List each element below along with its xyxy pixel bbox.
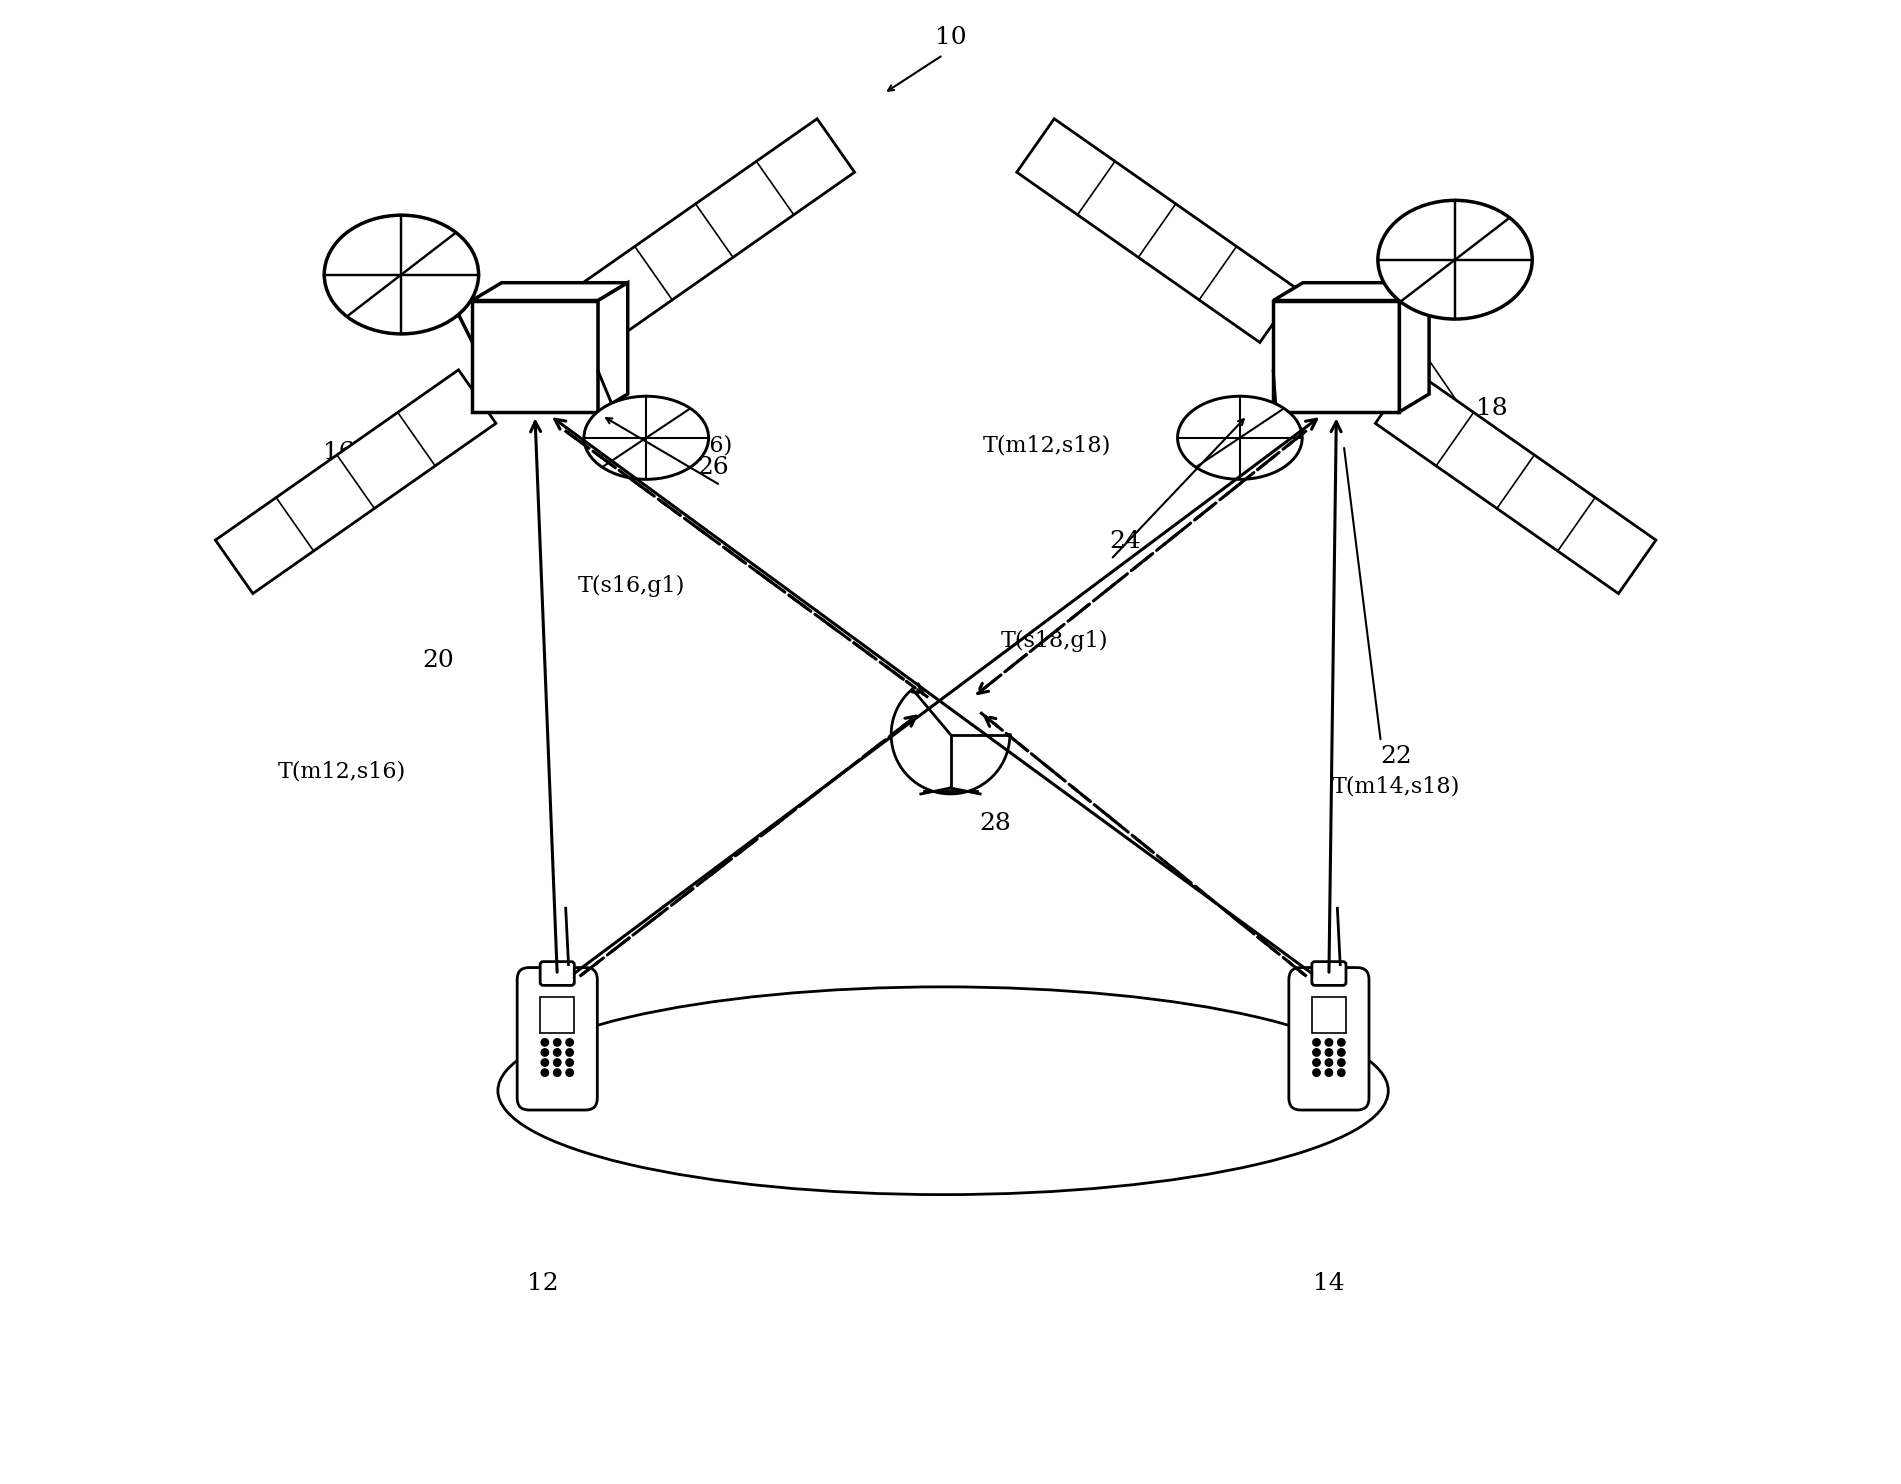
Circle shape — [553, 1039, 561, 1046]
FancyBboxPatch shape — [1312, 997, 1346, 1033]
Polygon shape — [1274, 301, 1399, 413]
Polygon shape — [599, 283, 627, 413]
Circle shape — [1325, 1039, 1333, 1046]
Polygon shape — [1274, 283, 1430, 301]
Text: T(m14,s16): T(m14,s16) — [605, 435, 732, 456]
FancyBboxPatch shape — [540, 962, 574, 985]
Circle shape — [1338, 1039, 1346, 1046]
Circle shape — [566, 1039, 574, 1046]
Ellipse shape — [1378, 200, 1532, 319]
Text: T(m12,s16): T(m12,s16) — [278, 761, 407, 782]
Text: 16: 16 — [323, 441, 355, 464]
Circle shape — [566, 1049, 574, 1057]
Text: 24: 24 — [1110, 530, 1141, 554]
Circle shape — [1314, 1060, 1319, 1066]
Text: 10: 10 — [935, 25, 966, 49]
Circle shape — [566, 1068, 574, 1076]
Circle shape — [566, 1060, 574, 1066]
Text: 22: 22 — [1380, 745, 1412, 769]
FancyBboxPatch shape — [1289, 968, 1369, 1110]
Circle shape — [1325, 1049, 1333, 1057]
Ellipse shape — [584, 396, 709, 479]
Text: 20: 20 — [422, 649, 454, 672]
Circle shape — [542, 1039, 549, 1046]
Text: 26: 26 — [698, 456, 728, 479]
Circle shape — [553, 1060, 561, 1066]
Text: T(s16,g1): T(s16,g1) — [578, 576, 684, 597]
Polygon shape — [1017, 119, 1296, 343]
Polygon shape — [215, 370, 496, 594]
Ellipse shape — [1177, 396, 1302, 479]
Text: T(s18,g1): T(s18,g1) — [1000, 631, 1108, 651]
Text: 12: 12 — [527, 1272, 559, 1296]
Text: 28: 28 — [979, 812, 1011, 835]
Circle shape — [1338, 1049, 1346, 1057]
Polygon shape — [471, 301, 599, 413]
Polygon shape — [892, 689, 1009, 794]
Circle shape — [542, 1060, 549, 1066]
FancyBboxPatch shape — [540, 997, 574, 1033]
Circle shape — [1338, 1060, 1346, 1066]
Text: 14: 14 — [1314, 1272, 1344, 1296]
Polygon shape — [471, 283, 627, 301]
Polygon shape — [574, 119, 855, 343]
Circle shape — [1314, 1039, 1319, 1046]
Text: 18: 18 — [1477, 396, 1507, 420]
Circle shape — [542, 1068, 549, 1076]
Circle shape — [553, 1049, 561, 1057]
Circle shape — [553, 1068, 561, 1076]
Circle shape — [1314, 1049, 1319, 1057]
Text: T(m12,s18): T(m12,s18) — [983, 435, 1112, 456]
FancyBboxPatch shape — [1312, 962, 1346, 985]
Circle shape — [1338, 1068, 1346, 1076]
Polygon shape — [1374, 370, 1656, 594]
FancyBboxPatch shape — [517, 968, 597, 1110]
Circle shape — [1325, 1060, 1333, 1066]
Circle shape — [542, 1049, 549, 1057]
Ellipse shape — [325, 215, 479, 334]
Text: T(m14,s18): T(m14,s18) — [1331, 776, 1460, 797]
Circle shape — [1325, 1068, 1333, 1076]
Circle shape — [1314, 1068, 1319, 1076]
Polygon shape — [1399, 283, 1430, 413]
